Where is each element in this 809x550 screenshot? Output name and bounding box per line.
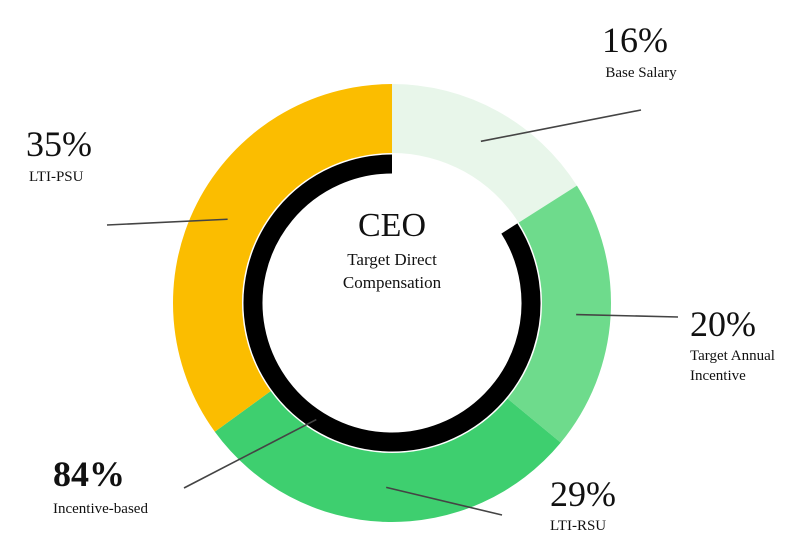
slice-value-lti-psu: 35% [26, 124, 92, 164]
inner-arc-group [243, 154, 541, 452]
inner-arc-label: Incentive-based [53, 501, 148, 517]
slice-value-target-annual-incentive: 20% [690, 304, 756, 344]
slice-label-lti-psu: LTI-PSU [29, 169, 84, 185]
center-subtitle-line-1: Target Direct [347, 250, 437, 269]
slice-target-annual-incentive [507, 185, 611, 443]
inner-arc-incentive-based [243, 154, 541, 452]
leader-lines [106, 109, 679, 516]
slice-label-target-annual-incentive-line-2: Incentive [690, 368, 746, 384]
leader-line-lti-rsu [386, 486, 503, 516]
center-title: CEO [358, 207, 426, 244]
slice-value-base-salary: 16% [602, 20, 668, 60]
slice-value-lti-rsu: 29% [550, 474, 616, 514]
slice-lti-psu [172, 83, 392, 432]
center-subtitle-line-2: Compensation [343, 273, 442, 292]
inner-arc-value: 84% [53, 454, 125, 494]
donut-slices [172, 83, 611, 522]
slice-label-target-annual-incentive-line-1: Target Annual [690, 348, 775, 364]
slice-base-salary [392, 84, 577, 223]
slice-lti-rsu [214, 391, 561, 522]
leader-line-lti-psu [106, 218, 228, 226]
slice-label-lti-rsu: LTI-RSU [550, 518, 606, 534]
leader-line-incentive-based [183, 418, 317, 489]
slice-label-base-salary: Base Salary [605, 65, 677, 81]
leader-line-base-salary [480, 109, 642, 143]
leader-line-target-annual-incentive [576, 313, 679, 318]
